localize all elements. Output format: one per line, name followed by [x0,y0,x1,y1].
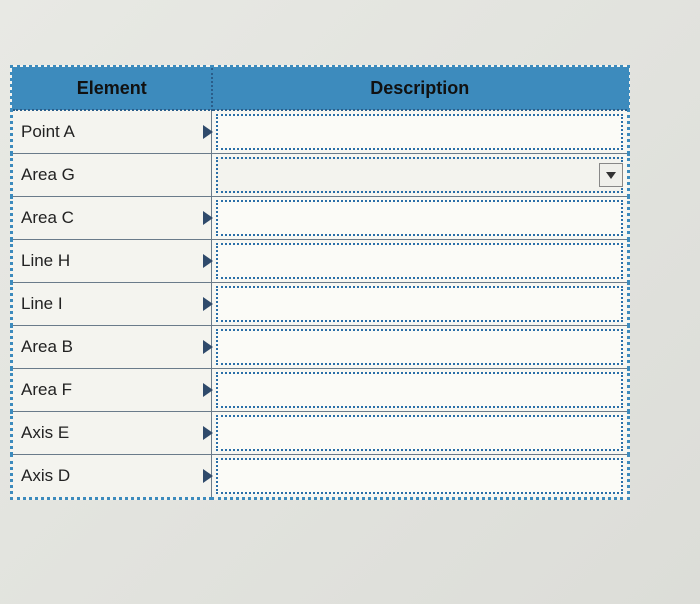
column-header-element: Element [12,67,212,111]
element-description-table: Element Description Point A Area G Area C L… [10,65,630,500]
element-label: Area B [21,337,73,356]
description-cell[interactable] [212,412,629,455]
element-label: Point A [21,122,75,141]
row-triangle-icon [203,383,213,397]
table-row: Area B [12,326,629,369]
row-triangle-icon [203,469,213,483]
element-label: Axis D [21,466,70,485]
element-label: Area G [21,165,75,184]
element-cell: Area G [12,154,212,197]
table-row: Area G [12,154,629,197]
description-input[interactable] [216,157,623,193]
table-header-row: Element Description [12,67,629,111]
description-input[interactable] [216,329,623,365]
description-input[interactable] [216,372,623,408]
description-input[interactable] [216,114,623,150]
table-row: Area C [12,197,629,240]
row-triangle-icon [203,426,213,440]
description-cell[interactable] [212,240,629,283]
element-label: Line H [21,251,70,270]
description-cell[interactable] [212,197,629,240]
dropdown-arrow-icon[interactable] [599,163,623,187]
description-input[interactable] [216,286,623,322]
description-cell[interactable] [212,326,629,369]
row-triangle-icon [203,297,213,311]
table-row: Axis D [12,455,629,499]
description-cell[interactable] [212,110,629,154]
description-cell[interactable] [212,154,629,197]
element-cell: Axis E [12,412,212,455]
description-cell[interactable] [212,283,629,326]
table-row: Point A [12,110,629,154]
element-cell: Point A [12,110,212,154]
element-label: Area F [21,380,72,399]
element-cell: Axis D [12,455,212,499]
description-input[interactable] [216,200,623,236]
description-cell[interactable] [212,369,629,412]
description-input[interactable] [216,415,623,451]
element-label: Line I [21,294,63,313]
table-container: Element Description Point A Area G Area C L… [10,65,630,500]
element-cell: Area F [12,369,212,412]
element-cell: Line I [12,283,212,326]
description-input[interactable] [216,243,623,279]
column-header-description: Description [212,67,629,111]
table-row: Line H [12,240,629,283]
table-row: Axis E [12,412,629,455]
row-triangle-icon [203,211,213,225]
description-input[interactable] [216,458,623,494]
row-triangle-icon [203,254,213,268]
row-triangle-icon [203,340,213,354]
element-label: Area C [21,208,74,227]
element-cell: Area C [12,197,212,240]
element-cell: Line H [12,240,212,283]
table-row: Area F [12,369,629,412]
element-label: Axis E [21,423,69,442]
row-triangle-icon [203,125,213,139]
element-cell: Area B [12,326,212,369]
description-cell[interactable] [212,455,629,499]
table-row: Line I [12,283,629,326]
